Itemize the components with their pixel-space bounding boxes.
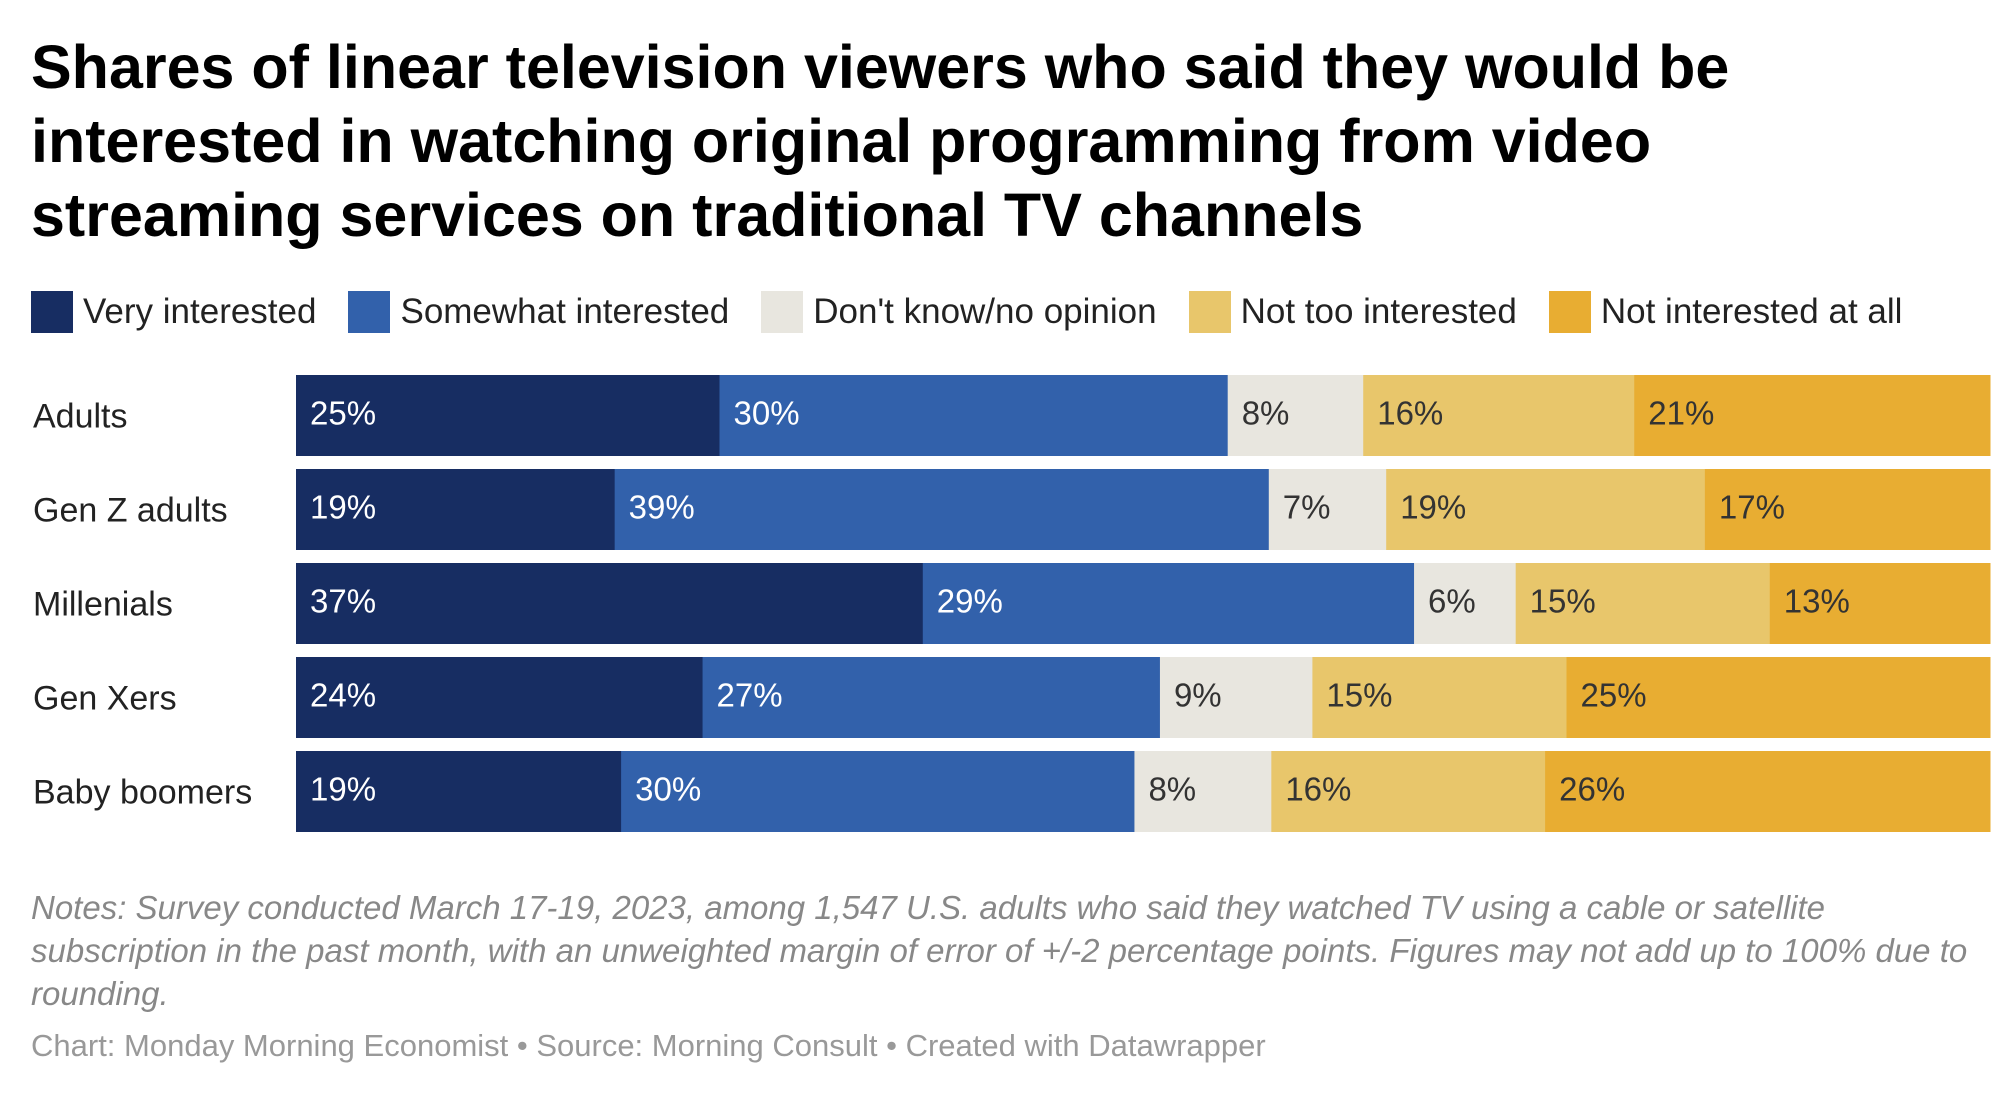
category-label: Gen Xers — [33, 680, 177, 718]
bar-segment — [296, 751, 622, 832]
legend-item-dont-know: Don't know/no opinion — [761, 291, 1157, 333]
legend-item-not-too-interested: Not too interested — [1188, 291, 1517, 333]
data-label: 16% — [1377, 395, 1443, 432]
bar-segment — [1515, 563, 1771, 644]
chart-notes: Notes: Survey conducted March 17-19, 202… — [31, 889, 1968, 1012]
legend-item-not-interested-at-all: Not interested at all — [1548, 291, 1903, 333]
legend-swatch-not-interested-at-all — [1548, 291, 1591, 333]
chart-credit: Chart: Monday Morning Economist • Source… — [31, 1028, 1266, 1063]
legend-swatch-somewhat-interested — [348, 291, 391, 333]
legend-label-somewhat-interested: Somewhat interested — [400, 292, 730, 331]
data-label: 30% — [635, 771, 701, 808]
data-label: 6% — [1428, 583, 1476, 620]
data-label: 29% — [937, 583, 1003, 620]
bar-segment — [1227, 375, 1364, 456]
chart-title: Shares of linear television viewers who … — [31, 33, 1730, 249]
data-label: 30% — [734, 395, 800, 432]
bar-segment — [1566, 657, 1991, 738]
legend-swatch-dont-know — [761, 291, 804, 333]
bar-segment — [1363, 375, 1635, 456]
data-label: 21% — [1648, 395, 1714, 432]
data-label: 16% — [1285, 771, 1351, 808]
legend-label-not-too-interested: Not too interested — [1240, 292, 1517, 331]
category-label: Millenials — [33, 586, 173, 624]
bar-segment — [1704, 469, 1991, 550]
data-label: 39% — [629, 489, 695, 526]
bar-segment — [296, 469, 616, 550]
bar-segment — [1545, 751, 1991, 832]
bar-segment — [1414, 563, 1517, 644]
data-label: 15% — [1530, 583, 1596, 620]
data-label: 8% — [1242, 395, 1290, 432]
legend-swatch-not-too-interested — [1188, 291, 1231, 333]
bar-segment — [1159, 657, 1313, 738]
data-label: 9% — [1174, 677, 1222, 714]
legend-item-very-interested: Very interested — [31, 291, 316, 333]
data-label: 19% — [310, 771, 376, 808]
data-label: 19% — [310, 489, 376, 526]
legend-swatch-very-interested — [31, 291, 73, 333]
bar-segment — [296, 657, 704, 738]
legend-label-not-interested-at-all: Not interested at all — [1600, 292, 1903, 331]
bar-segment — [1386, 469, 1706, 550]
bar-segment — [702, 657, 1161, 738]
data-label: 17% — [1719, 489, 1785, 526]
bar-segment — [1634, 375, 1991, 456]
data-label: 27% — [717, 677, 783, 714]
data-label: 25% — [1581, 677, 1647, 714]
data-label: 13% — [1784, 583, 1850, 620]
legend-label-very-interested: Very interested — [83, 292, 317, 331]
legend-item-somewhat-interested: Somewhat interested — [348, 291, 729, 333]
legend-label-dont-know: Don't know/no opinion — [813, 292, 1157, 331]
bar-segment — [1271, 751, 1546, 832]
category-label: Gen Z adults — [33, 492, 228, 530]
bar-segment — [719, 375, 1229, 456]
stacked-bar-chart: Adults 25% 30% 8% 16% 21% Gen Z adults 19% 39% 7%… — [33, 375, 1991, 832]
bar-segment — [922, 563, 1415, 644]
bar-segment — [1312, 657, 1567, 738]
data-label: 24% — [310, 677, 376, 714]
bar-segment — [296, 563, 924, 644]
bar-segment — [1268, 469, 1387, 550]
data-label: 26% — [1559, 771, 1625, 808]
data-label: 19% — [1400, 489, 1466, 526]
bar-segment — [1134, 751, 1272, 832]
category-label: Adults — [33, 398, 128, 436]
legend: Very interested Somewhat interested Don'… — [31, 290, 1934, 334]
category-label: Baby boomers — [33, 774, 252, 812]
bar-segment — [621, 751, 1135, 832]
bar-segment — [614, 469, 1270, 550]
bar-segment — [1769, 563, 1991, 644]
data-label: 25% — [310, 395, 376, 432]
data-label: 37% — [310, 583, 376, 620]
bar-segment — [296, 375, 720, 456]
data-label: 8% — [1148, 771, 1196, 808]
data-label: 15% — [1326, 677, 1392, 714]
data-label: 7% — [1283, 489, 1331, 526]
